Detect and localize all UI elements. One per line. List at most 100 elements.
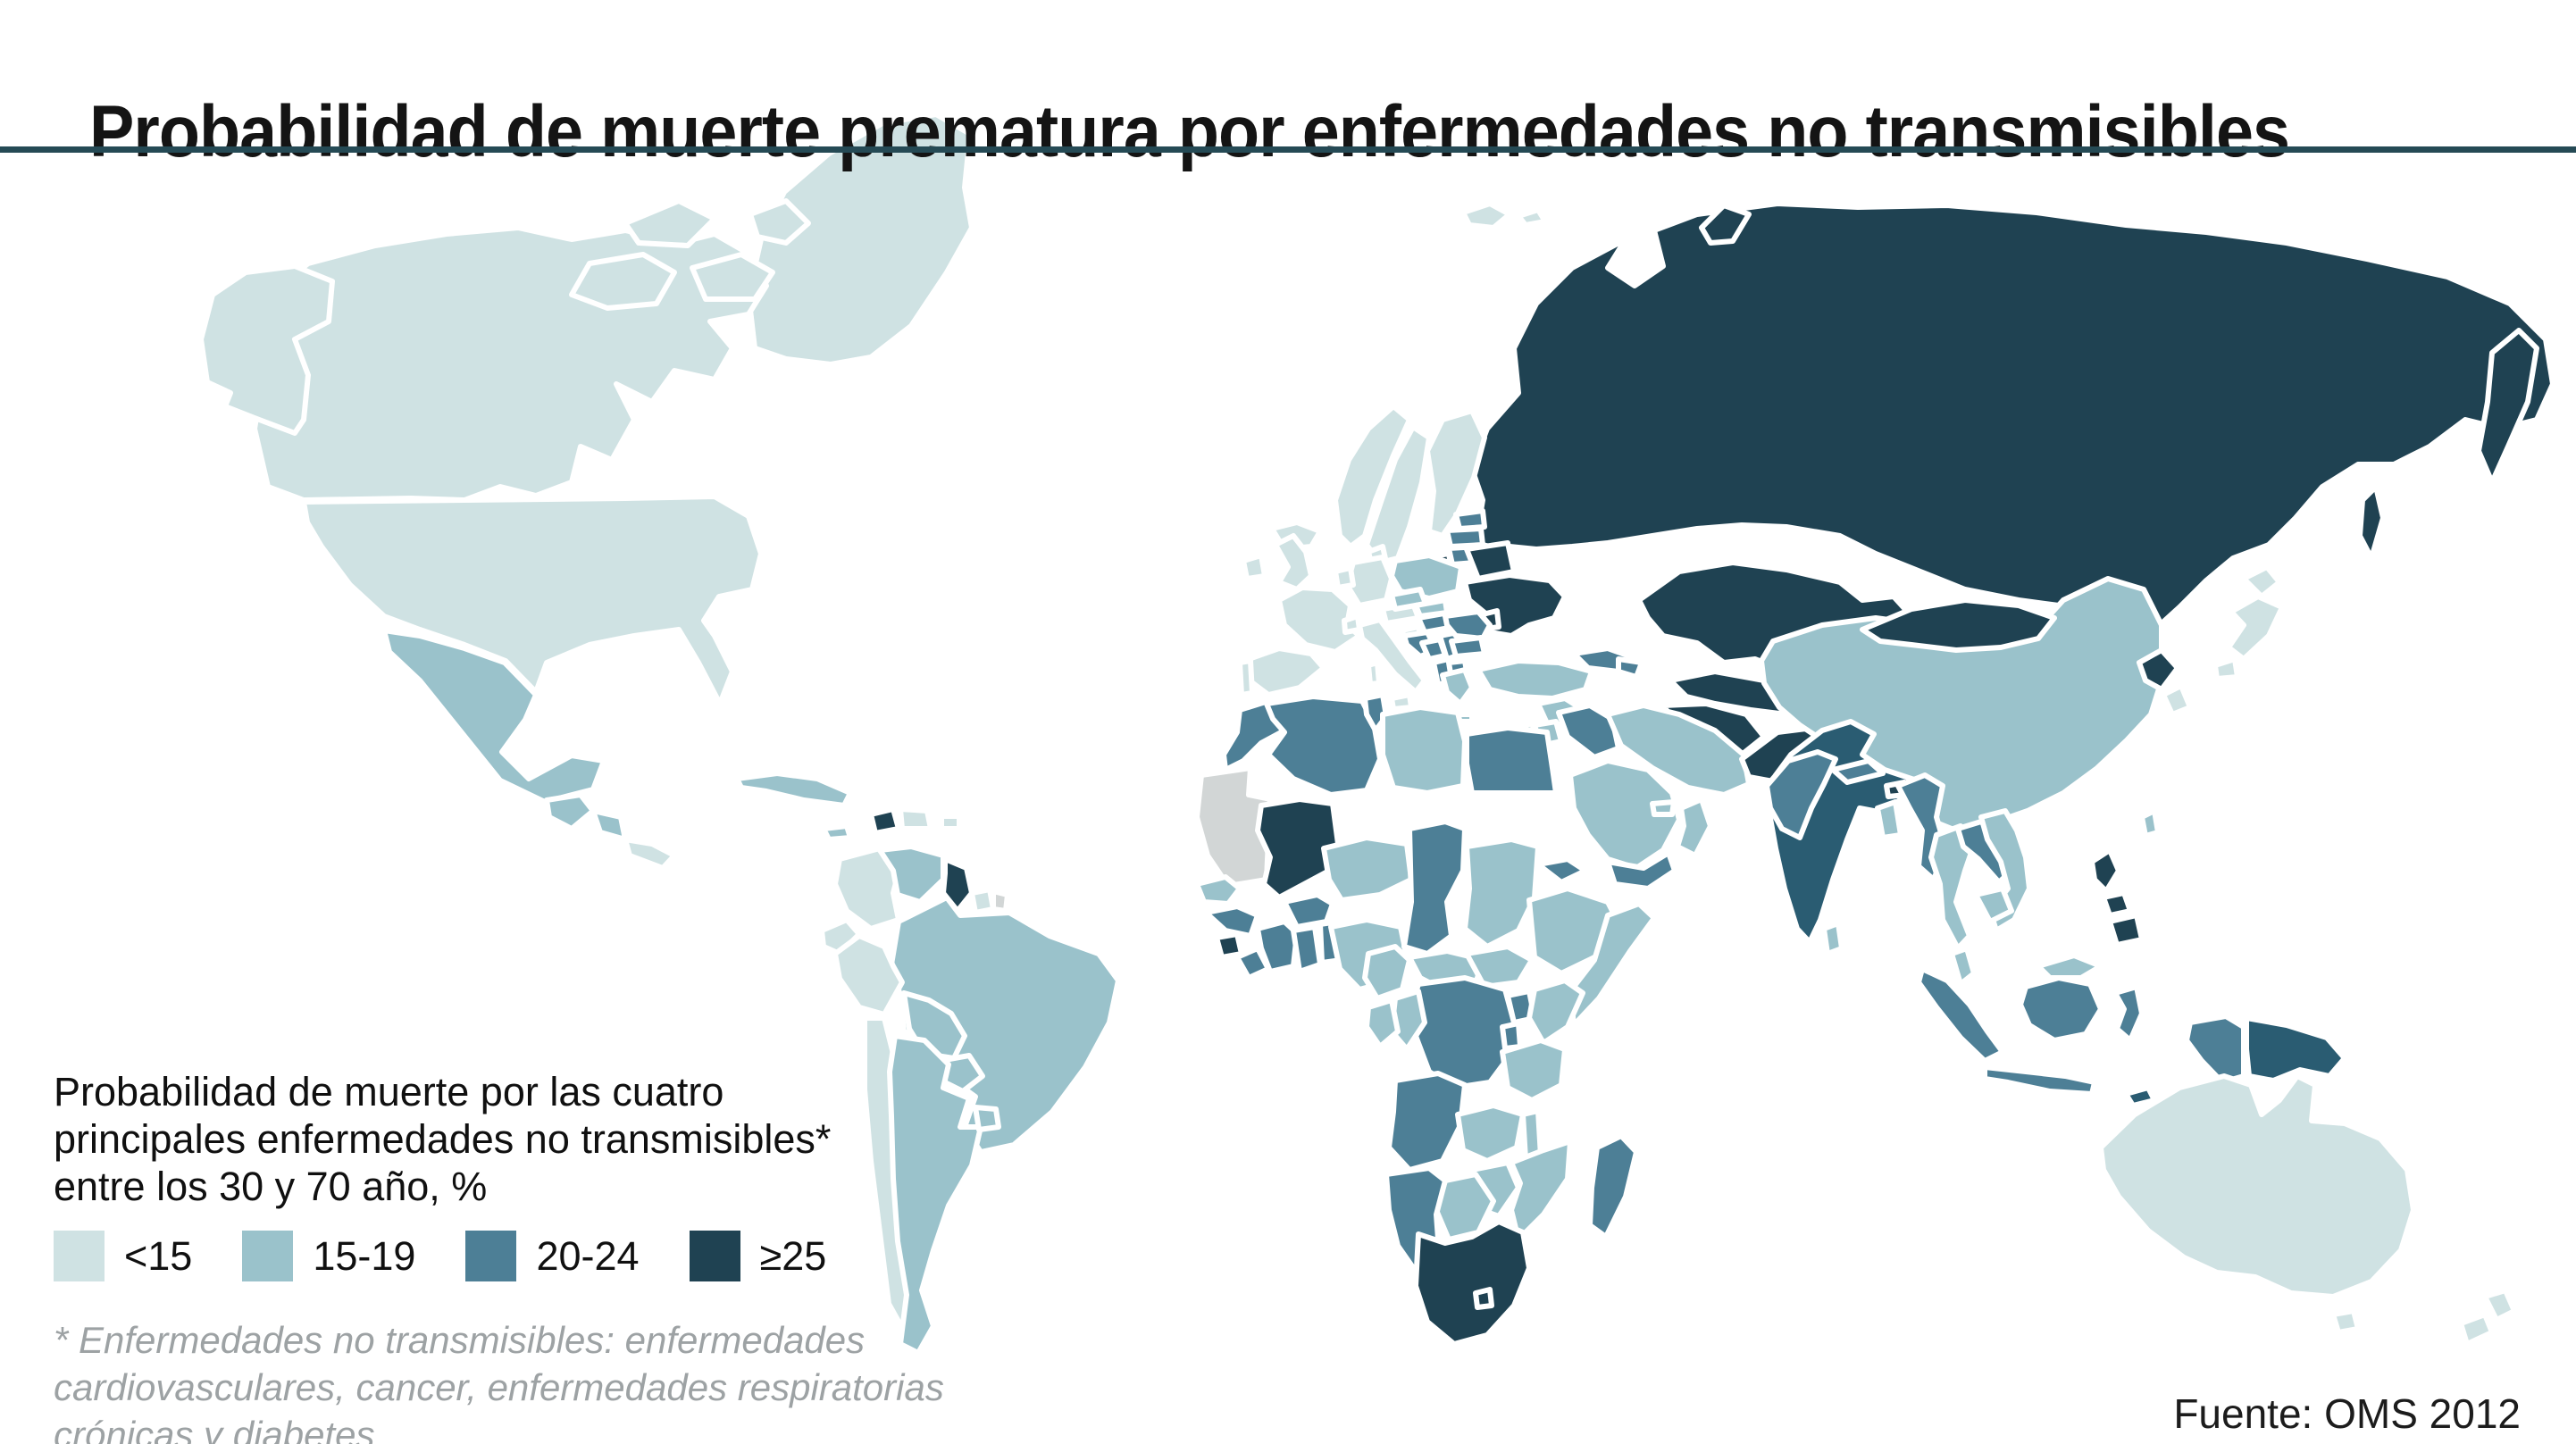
country-estonia (1453, 508, 1487, 531)
country-sri-lanka (1821, 921, 1844, 956)
country-usa (301, 494, 764, 706)
country-pakistan (1764, 749, 1838, 840)
country-yemen (1605, 850, 1677, 891)
country-north-korea (2137, 647, 2180, 692)
country-australia (2098, 1073, 2416, 1299)
country-tasmania (2330, 1308, 2361, 1335)
country-costa-rica-panama (623, 837, 677, 871)
country-bulgaria (1449, 635, 1487, 659)
country-haiti (868, 806, 901, 836)
country-arctic-island (569, 252, 677, 311)
country-sierra-leone (1214, 931, 1244, 960)
country-egypt (1464, 725, 1559, 796)
country-spain (1246, 646, 1326, 697)
footnote-line-1: * Enfermedades no transmisibles: enferme… (54, 1319, 866, 1361)
country-benelux (1333, 565, 1356, 590)
country-sweden (1364, 424, 1432, 565)
legend-heading: Probabilidad de muerte por las cuatro pr… (54, 1068, 831, 1210)
country-canada (252, 225, 769, 503)
footnote-line-3: crónicas y diabetes (54, 1414, 375, 1444)
country-belarus (1464, 540, 1517, 581)
legend-label-ge25: ≥25 (759, 1232, 827, 1279)
country-turkey (1476, 658, 1594, 701)
country-madagascar (1587, 1133, 1639, 1240)
legend-swatch-lt15 (54, 1231, 105, 1281)
footnote-line-2: cardiovasculares, cancer, enfermedades r… (54, 1366, 944, 1408)
country-south-korea (2161, 683, 2193, 717)
country-indonesia (2018, 975, 2103, 1043)
country-cameroon (1362, 944, 1412, 1001)
country-south-africa (1413, 1219, 1532, 1347)
country-guinea (1203, 904, 1260, 939)
country-nicaragua (590, 808, 628, 842)
country-drc (1409, 975, 1517, 1090)
country-italy (1357, 617, 1427, 695)
legend-label-lt15: <15 (124, 1232, 193, 1279)
country-gabon (1364, 997, 1401, 1049)
source-credit: Fuente: OMS 2012 (2173, 1390, 2521, 1437)
legend-item-15-19: 15-19 (242, 1231, 415, 1281)
legend-heading-line-1: Probabilidad de muerte por las cuatro (54, 1069, 724, 1114)
legend-heading-line-2: principales enfermedades no transmisible… (54, 1116, 832, 1162)
country-jamaica (821, 823, 853, 842)
legend-heading-text: Probabilidad de muerte por las cuatro pr… (54, 1068, 831, 1210)
country-uk (1273, 533, 1314, 592)
country-eritrea (1535, 856, 1588, 885)
country-mozambique (1509, 1139, 1573, 1242)
country-greece (1440, 667, 1475, 706)
country-svalbard (1516, 207, 1548, 228)
country-ivory-coast (1255, 919, 1300, 974)
country-lesotho (1473, 1287, 1494, 1310)
country-tanzania (1500, 1038, 1568, 1103)
country-senegal (1194, 874, 1242, 906)
country-oman (1675, 797, 1713, 858)
country-iraq (1556, 703, 1621, 760)
legend-swatch-ge25 (689, 1231, 740, 1281)
country-cambodia (1973, 886, 2014, 924)
country-dominican-republic (898, 806, 933, 831)
country-chad (1401, 819, 1468, 956)
legend-swatch-15-19 (242, 1231, 294, 1281)
country-japan (2226, 594, 2285, 662)
country-peru (832, 933, 905, 1017)
country-saudi-arabia (1568, 758, 1682, 871)
country-malaysia (1949, 946, 1977, 987)
country-bangladesh (1875, 799, 1903, 840)
country-arctic-island (748, 198, 811, 246)
country-guyana (941, 856, 974, 914)
country-svalbard (1460, 201, 1512, 230)
country-sudan (1462, 837, 1541, 949)
country-finland (1425, 408, 1487, 538)
country-mali (1255, 797, 1341, 900)
footnote: * Enfermedades no transmisibles: enferme… (54, 1316, 944, 1444)
country-iran (1605, 703, 1752, 797)
country-angola (1386, 1071, 1468, 1173)
legend-heading-line-3: entre los 30 y 70 año, % (54, 1164, 488, 1209)
country-russia (1469, 201, 2555, 628)
country-philippines (2107, 913, 2145, 947)
country-suriname (969, 887, 996, 915)
country-somalia (1568, 901, 1657, 1028)
country-arctic-island (623, 198, 717, 248)
country-ireland (1241, 553, 1267, 581)
country-indonesia (1982, 1064, 2097, 1097)
title-divider (0, 146, 2576, 153)
country-niger (1321, 835, 1414, 903)
country-kamchatka (2476, 328, 2539, 485)
country-indonesia (2184, 1014, 2246, 1085)
country-japan (2212, 656, 2240, 681)
country-cuba (734, 771, 853, 808)
country-new-zealand (2458, 1312, 2495, 1347)
country-papua-new-guinea (2244, 1015, 2347, 1083)
country-latvia (1444, 526, 1485, 549)
country-uruguay (973, 1105, 1001, 1132)
country-indonesia (2112, 984, 2145, 1043)
legend-label-20-24: 20-24 (536, 1232, 640, 1279)
country-ghana (1291, 924, 1323, 974)
country-new-zealand (2482, 1288, 2517, 1323)
country-burkina-faso (1282, 892, 1335, 930)
country-french-guiana (991, 889, 1010, 914)
country-guatemala (544, 792, 596, 831)
